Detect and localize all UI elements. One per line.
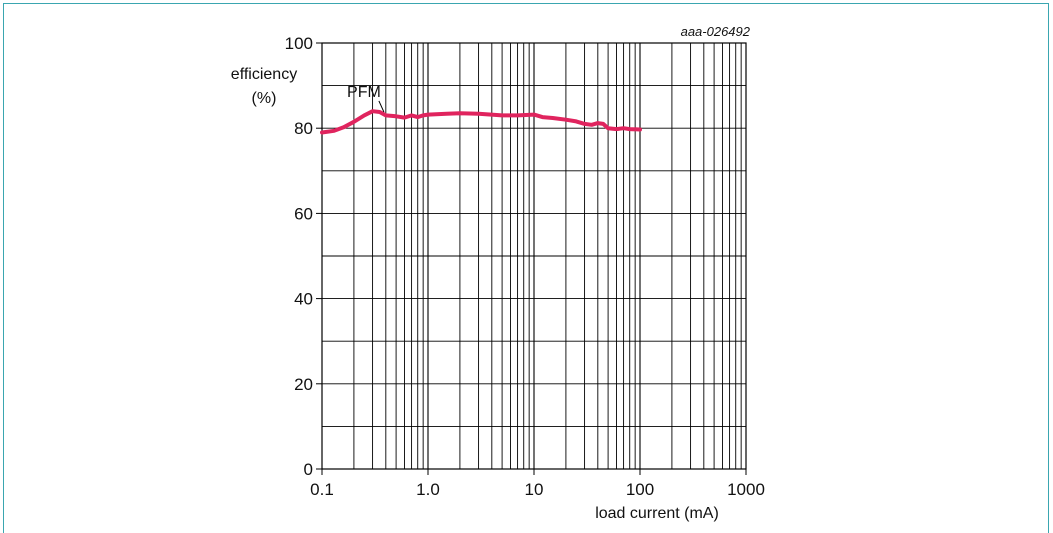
x-axis-label: load current (mA) bbox=[595, 505, 719, 522]
y-tick-label: 80 bbox=[294, 119, 313, 138]
series-group bbox=[320, 100, 642, 135]
x-tick-label: 1.0 bbox=[416, 480, 440, 499]
figure-frame bbox=[3, 3, 1049, 533]
y-axis-label-line2: (%) bbox=[252, 90, 277, 107]
tick-labels: 0 20 40 60 80 100 0.1 1.0 10 100 1000 bbox=[285, 34, 765, 499]
x-tick-label: 10 bbox=[525, 480, 544, 499]
x-tick-label: 1000 bbox=[727, 480, 765, 499]
y-tick-label: 0 bbox=[304, 460, 313, 479]
x-tick-label: 0.1 bbox=[310, 480, 334, 499]
y-axis-label-line1: efficiency bbox=[231, 66, 297, 83]
y-tick-label: 40 bbox=[294, 290, 313, 309]
efficiency-series-line bbox=[320, 109, 642, 135]
x-tick-label: 100 bbox=[626, 480, 654, 499]
y-tick-label: 100 bbox=[285, 34, 313, 53]
pfm-annotation: PFM bbox=[347, 84, 381, 101]
axes bbox=[316, 42, 747, 475]
pfm-leader-line bbox=[378, 100, 385, 113]
y-tick-label: 20 bbox=[294, 375, 313, 394]
y-tick-label: 60 bbox=[294, 204, 313, 223]
grid bbox=[322, 43, 746, 469]
figure-code: aaa-026492 bbox=[681, 24, 751, 39]
